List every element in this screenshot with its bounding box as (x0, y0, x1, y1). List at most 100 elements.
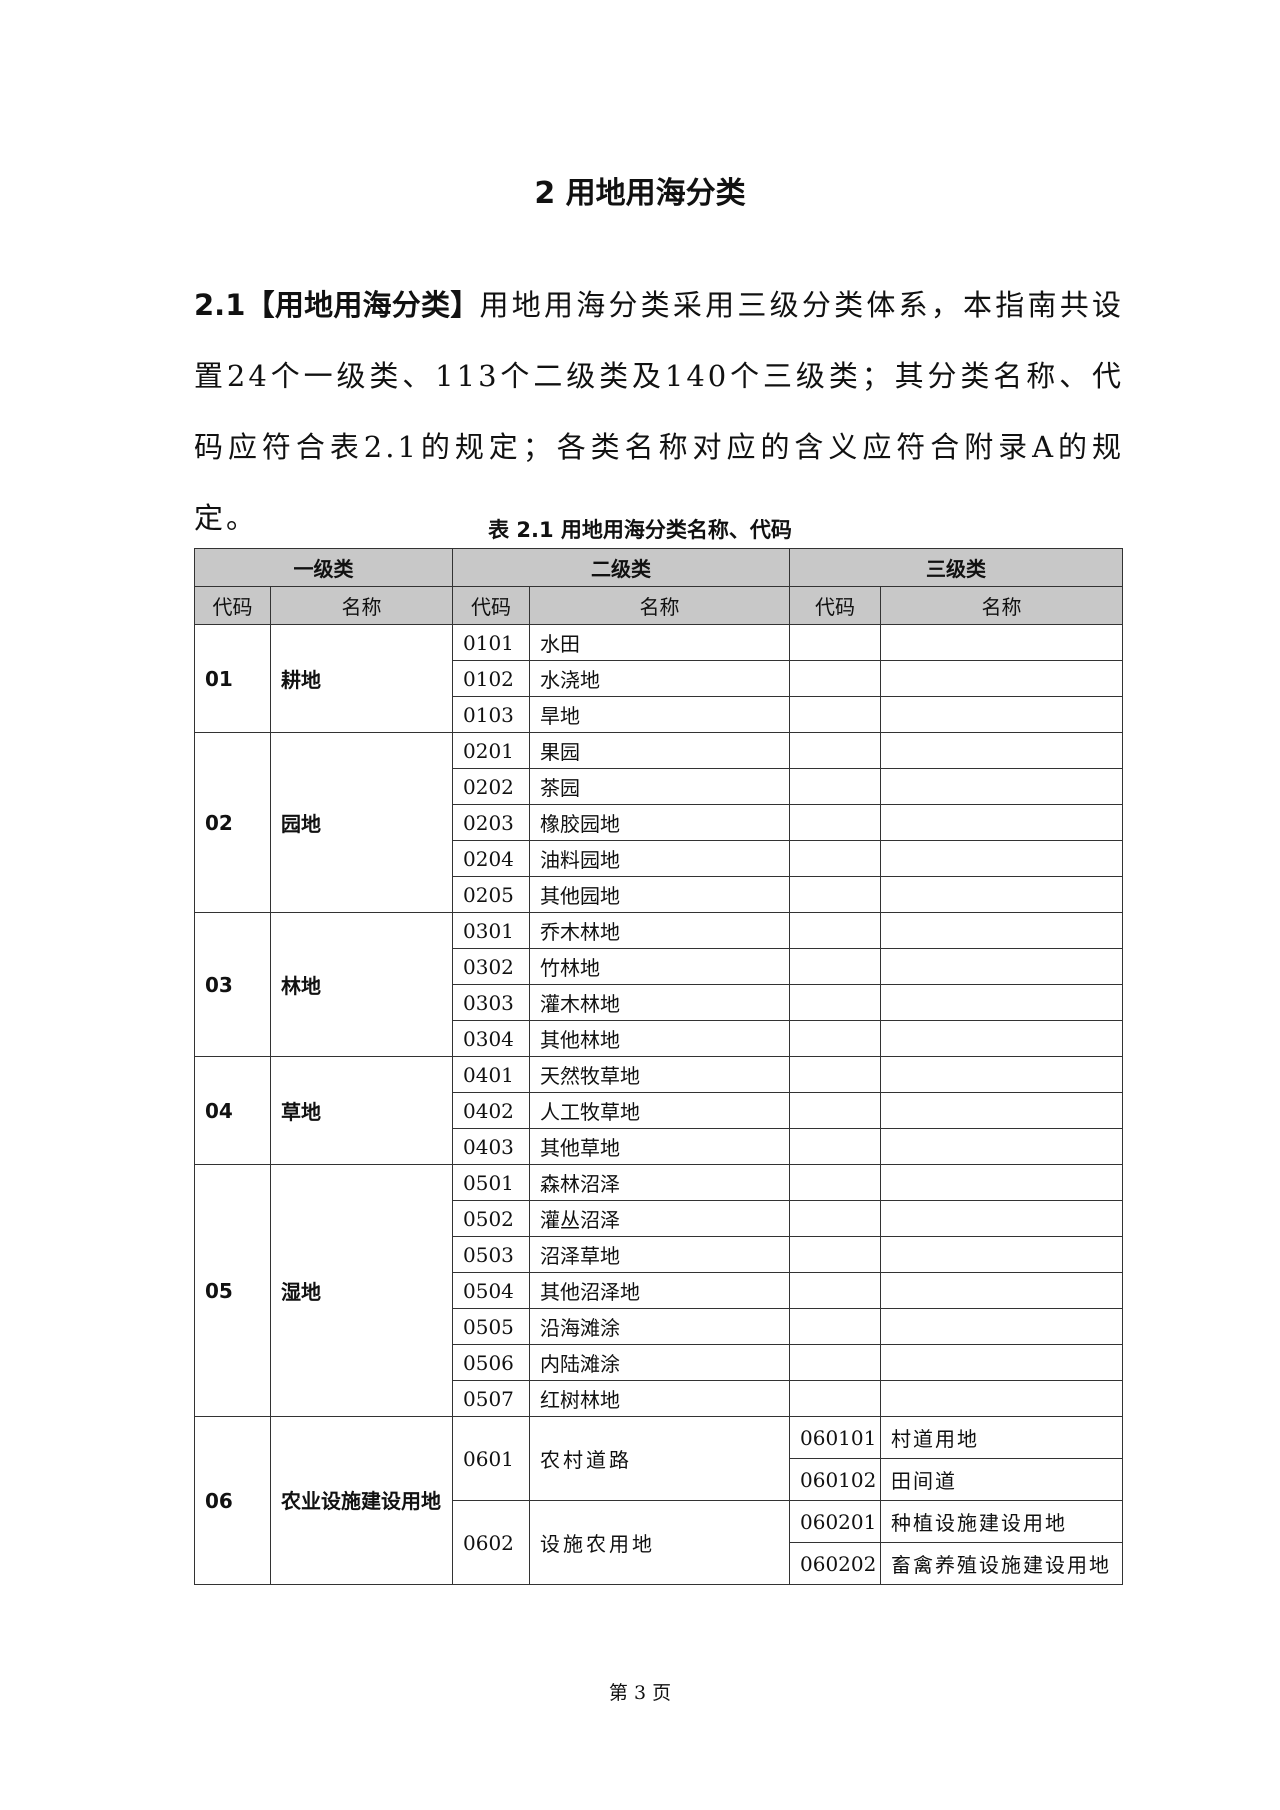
level3-name (880, 696, 1123, 733)
level3-name (880, 1056, 1123, 1093)
level2-code: 0103 (452, 696, 530, 733)
level2-name: 灌木林地 (529, 984, 790, 1021)
level3-code: 060201 (789, 1500, 881, 1543)
header-code: 代码 (452, 586, 530, 625)
header-level1: 一级类 (194, 548, 453, 587)
level3-code: 060202 (789, 1542, 881, 1585)
level3-name (880, 1020, 1123, 1057)
level3-code (789, 804, 881, 841)
table-row: 06 农业设施建设用地 0601 农村道路 060101 村道用地 (194, 1416, 1123, 1585)
header-name: 名称 (270, 586, 453, 625)
level3-name (880, 1128, 1123, 1165)
level1-name: 湿地 (270, 1164, 453, 1417)
level3-code (789, 1020, 881, 1057)
level3-code (789, 1380, 881, 1417)
level3-name (880, 912, 1123, 949)
level2-code: 0203 (452, 804, 530, 841)
level2-code: 0101 (452, 624, 530, 661)
clause-text: 用地用海分类采用三级分类体系，本指南共设置24个一级类、113个二级类及140个… (194, 288, 1124, 535)
level3-code (789, 984, 881, 1021)
level2-code: 0204 (452, 840, 530, 877)
level3-name (880, 1380, 1123, 1417)
level2-name: 橡胶园地 (529, 804, 790, 841)
level3-name (880, 1344, 1123, 1381)
level3-code (789, 1200, 881, 1237)
level3-name (880, 1092, 1123, 1129)
level2-code: 0304 (452, 1020, 530, 1057)
level3-name (880, 1164, 1123, 1201)
table-row: 0205 其他园地 (195, 876, 1123, 913)
paragraph: 2.1【用地用海分类】用地用海分类采用三级分类体系，本指南共设置24个一级类、1… (194, 270, 1124, 554)
table-row: 060202 畜禽养殖设施建设用地 (195, 1542, 1123, 1585)
level3-code (789, 948, 881, 985)
level3-code (789, 1056, 881, 1093)
level2-name: 竹林地 (529, 948, 790, 985)
table-row: 0507 红树林地 (195, 1380, 1123, 1417)
level2-name: 油料园地 (529, 840, 790, 877)
level3-name: 畜禽养殖设施建设用地 (880, 1542, 1123, 1585)
level2-name: 其他林地 (529, 1020, 790, 1057)
table-row: 0204 油料园地 (195, 840, 1123, 877)
header-code: 代码 (789, 586, 881, 625)
level3-name (880, 1200, 1123, 1237)
table-row: 0502 灌丛沼泽 (195, 1200, 1123, 1237)
level3-code: 060101 (789, 1416, 881, 1459)
level2-name: 水田 (529, 624, 790, 661)
level2-code: 0302 (452, 948, 530, 985)
level3-code (789, 1272, 881, 1309)
level2-name: 红树林地 (529, 1380, 790, 1417)
level2-name: 森林沼泽 (529, 1164, 790, 1201)
table-row: 02 园地 0201 果园 (194, 732, 1123, 913)
table-row: 0303 灌木林地 (195, 984, 1123, 1021)
level3-code (789, 840, 881, 877)
level2-code: 0602 (452, 1500, 530, 1585)
level2-name: 其他园地 (529, 876, 790, 913)
level3-name (880, 1308, 1123, 1345)
level2-code: 0503 (452, 1236, 530, 1273)
level2-code: 0502 (452, 1200, 530, 1237)
level2-name: 果园 (529, 732, 790, 769)
table-row: 0602 设施农用地 060201 种植设施建设用地 (195, 1500, 1123, 1585)
table-row: 0304 其他林地 (195, 1020, 1123, 1057)
level3-code (789, 1164, 881, 1201)
level3-code (789, 732, 881, 769)
level3-code (789, 1128, 881, 1165)
section-title: 2 用地用海分类 (534, 176, 746, 211)
header-name: 名称 (880, 586, 1123, 625)
level2-name: 设施农用地 (529, 1500, 790, 1585)
table-row: 0505 沿海滩涂 (195, 1308, 1123, 1345)
level3-name (880, 876, 1123, 913)
level3-code (789, 696, 881, 733)
level3-code: 060102 (789, 1458, 881, 1501)
level2-code: 0505 (452, 1308, 530, 1345)
level1-name: 草地 (270, 1056, 453, 1165)
level3-code (789, 624, 881, 661)
header-level2: 二级类 (452, 548, 790, 587)
level3-code (789, 1344, 881, 1381)
table-row: 04 草地 0401 天然牧草地 (194, 1056, 1123, 1165)
level3-name (880, 840, 1123, 877)
level2-code: 0201 (452, 732, 530, 769)
level2-code: 0601 (452, 1416, 530, 1501)
level3-code (789, 1092, 881, 1129)
level1-name: 耕地 (270, 624, 453, 733)
level2-code: 0501 (452, 1164, 530, 1201)
classification-table: 一级类 二级类 三级类 代码 名称 代码 名称 代码 名称 01 耕地 0101 水田 0102 水… (194, 548, 1123, 1585)
level2-code: 0102 (452, 660, 530, 697)
level2-code: 0303 (452, 984, 530, 1021)
level2-code: 0403 (452, 1128, 530, 1165)
level3-name (880, 1236, 1123, 1273)
level2-code: 0301 (452, 912, 530, 949)
level3-name: 种植设施建设用地 (880, 1500, 1123, 1543)
header-name: 名称 (529, 586, 790, 625)
level1-name: 农业设施建设用地 (270, 1416, 453, 1585)
level2-code: 0202 (452, 768, 530, 805)
level2-name: 灌丛沼泽 (529, 1200, 790, 1237)
level2-code: 0401 (452, 1056, 530, 1093)
level2-name: 其他沼泽地 (529, 1272, 790, 1309)
header-level3: 三级类 (789, 548, 1123, 587)
level3-name (880, 624, 1123, 661)
level2-code: 0504 (452, 1272, 530, 1309)
level3-code (789, 912, 881, 949)
level3-name: 田间道 (880, 1458, 1123, 1501)
